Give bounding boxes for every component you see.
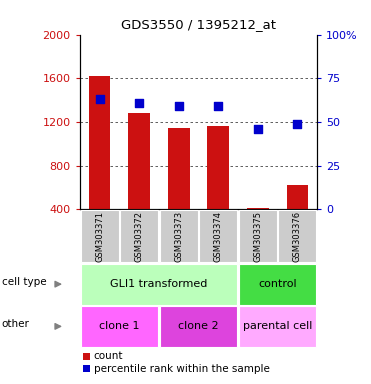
Point (255, 126, 261, 132)
Bar (207, 126, 229, 209)
Bar (168, 128, 190, 209)
Point (215, 103, 221, 109)
Text: GSM303375: GSM303375 (253, 211, 262, 262)
FancyBboxPatch shape (199, 210, 237, 262)
Text: GSM303376: GSM303376 (293, 210, 302, 262)
Bar (89, 76, 111, 209)
Text: clone 1: clone 1 (99, 321, 139, 331)
FancyBboxPatch shape (239, 306, 316, 347)
Text: GSM303371: GSM303371 (95, 211, 104, 262)
FancyBboxPatch shape (160, 306, 237, 347)
Text: percentile rank within the sample: percentile rank within the sample (94, 364, 270, 374)
Text: GLI1 transformed: GLI1 transformed (110, 279, 208, 289)
Text: clone 2: clone 2 (178, 321, 219, 331)
Text: cell type: cell type (2, 277, 46, 287)
FancyBboxPatch shape (120, 210, 158, 262)
Text: GSM303372: GSM303372 (135, 211, 144, 262)
FancyBboxPatch shape (81, 210, 119, 262)
Point (295, 121, 301, 127)
Bar (247, 208, 269, 209)
FancyBboxPatch shape (81, 264, 237, 305)
Text: GSM303373: GSM303373 (174, 210, 183, 262)
Text: other: other (2, 319, 30, 329)
Point (176, 103, 182, 109)
Point (96, 96, 102, 102)
FancyBboxPatch shape (160, 210, 198, 262)
Text: count: count (94, 351, 124, 361)
Text: control: control (258, 279, 297, 289)
FancyBboxPatch shape (278, 210, 316, 262)
Title: GDS3550 / 1395212_at: GDS3550 / 1395212_at (121, 18, 276, 31)
Text: parental cell: parental cell (243, 321, 312, 331)
FancyBboxPatch shape (83, 365, 90, 372)
Bar (128, 113, 150, 209)
FancyBboxPatch shape (239, 210, 277, 262)
FancyBboxPatch shape (83, 353, 90, 360)
Text: GSM303374: GSM303374 (214, 211, 223, 262)
Bar (286, 185, 308, 209)
FancyBboxPatch shape (81, 306, 158, 347)
Point (136, 99, 142, 106)
FancyBboxPatch shape (239, 264, 316, 305)
